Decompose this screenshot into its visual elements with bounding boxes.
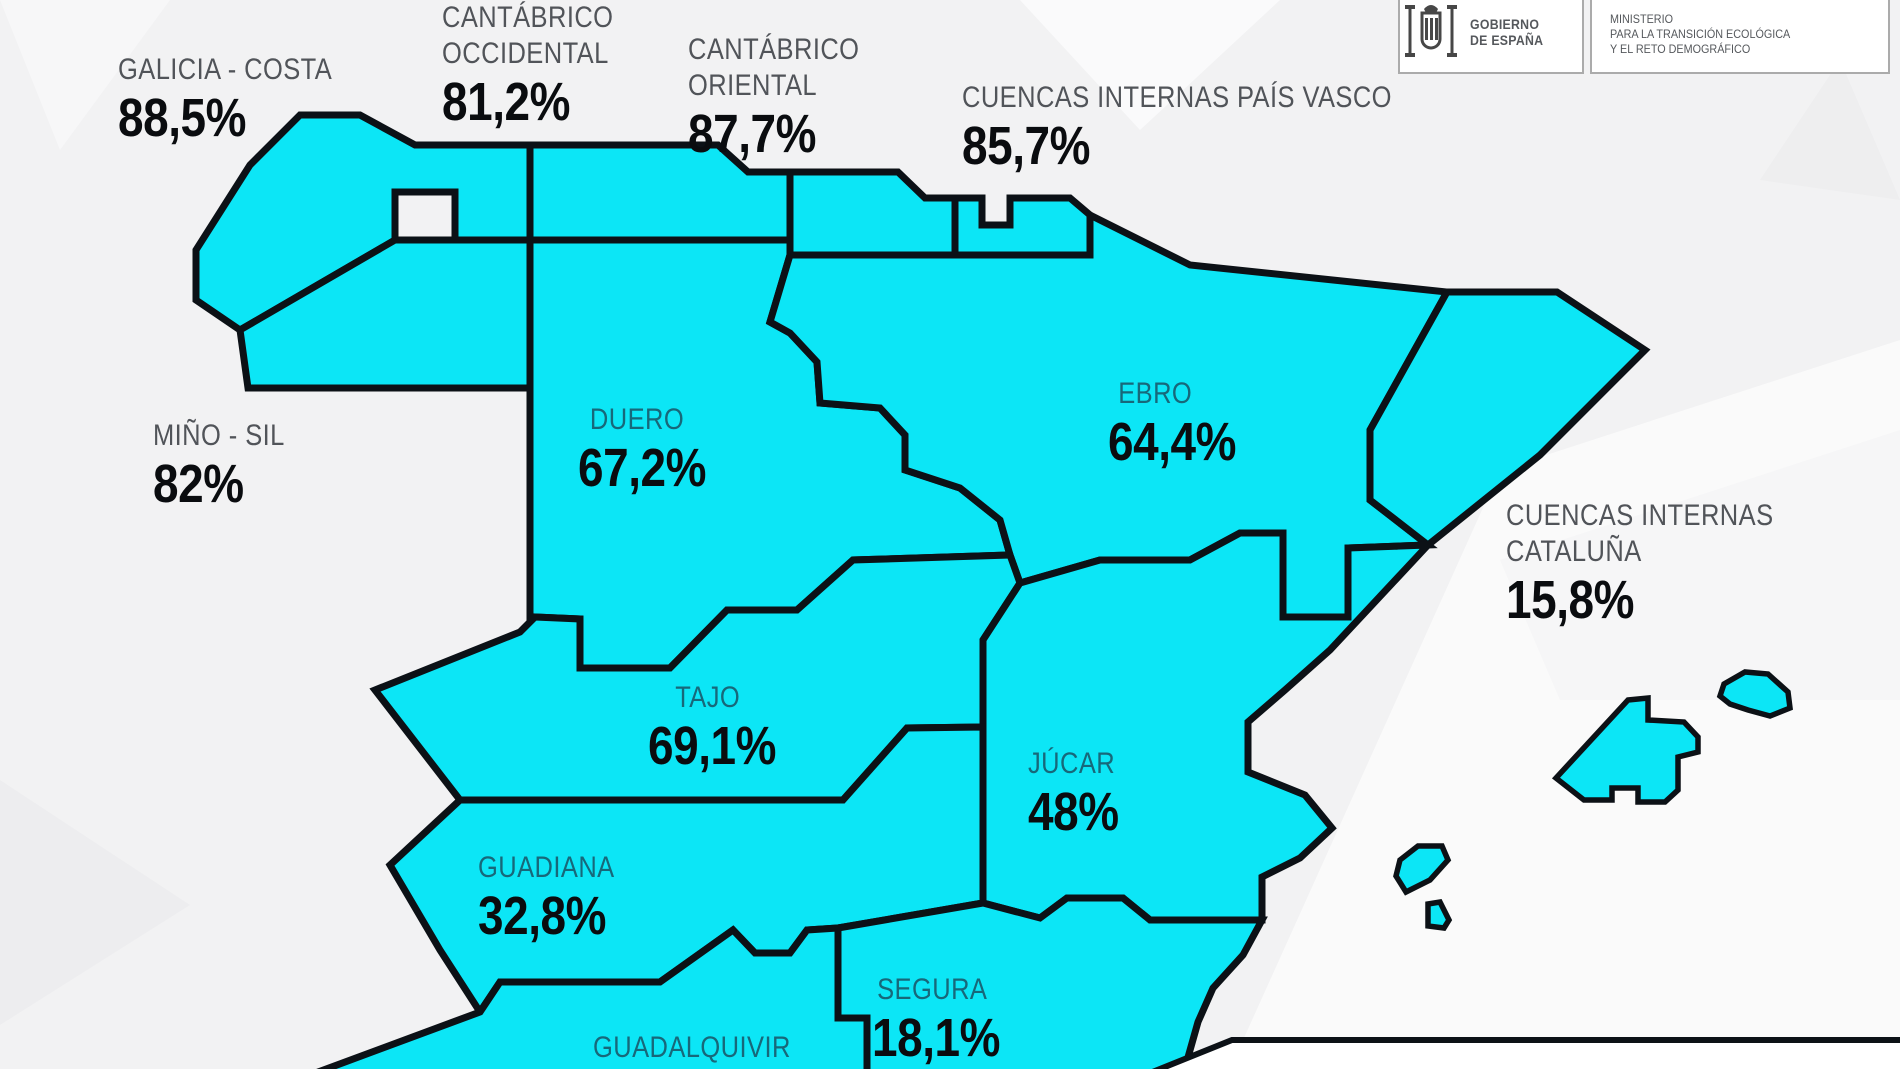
region-name: GUADALQUIVIR [593,1031,791,1064]
region-shape-cataluna [1366,288,1651,550]
ministry-logo-box: TERCERA DEL GOBIERNO MINISTERIO PARA LA … [1590,0,1890,74]
region-name: CANTÁBRICO [442,1,614,34]
spain-coat-of-arms-icon [1405,5,1457,57]
region-name: TAJO [675,681,741,714]
region-value: 64,4% [1108,412,1237,472]
ministry-name-line1: MINISTERIO [1610,12,1674,26]
region-value: 18,1% [872,1008,1001,1068]
ministry-name-line2: PARA LA TRANSICIÓN ECOLÓGICA [1610,27,1791,41]
label-segura: SEGURA 18,1% [872,972,1000,1066]
legend-box [1151,1037,1900,1069]
region-shape-galicia-costa [192,111,534,335]
island-ibiza [1393,843,1452,896]
region-name: SEGURA [877,973,988,1006]
label-galicia-costa: GALICIA - COSTA 88,5% [118,52,332,146]
label-jucar: JÚCAR 48% [1028,746,1119,840]
region-name: CUENCAS INTERNAS [1506,499,1774,532]
ministry-name-line3: Y EL RETO DEMOGRÁFICO [1610,42,1751,56]
region-shape-cantabrico-oriental [786,168,959,259]
region-value: 81,2% [442,72,571,132]
label-ebro: EBRO 64,4% [1108,376,1236,470]
label-guadiana: GUADIANA 32,8% [478,850,615,944]
region-value: 85,7% [962,116,1091,176]
region-name: GUADIANA [478,851,615,884]
label-guadalquivir: GUADALQUIVIR [593,1030,791,1066]
region-shape-guadalquivir [316,924,871,1069]
region-name: OCCIDENTAL [442,37,609,70]
basin-regions [192,111,1651,1069]
region-name: CANTÁBRICO [688,33,860,66]
region-value: 87,7% [688,104,817,164]
label-mino-sil: MIÑO - SIL 82% [153,418,285,512]
balearic-islands [1393,669,1793,931]
island-mallorca [1551,694,1701,805]
label-cantabrico-oriental: CANTÁBRICO ORIENTAL 87,7% [688,32,859,162]
region-name: ORIENTAL [688,69,818,102]
island-formentera [1425,898,1453,931]
region-value: 15,8% [1506,570,1635,630]
label-duero: DUERO 67,2% [578,402,706,496]
label-cuencas-internas-cataluna: CUENCAS INTERNAS CATALUÑA 15,8% [1506,498,1774,628]
region-name: CUENCAS INTERNAS PAÍS VASCO [962,81,1392,114]
region-name: JÚCAR [1028,747,1116,780]
gobierno-text-line2: DE ESPAÑA [1470,32,1544,48]
gobierno-text-line1: GOBIERNO [1470,16,1540,32]
island-menorca [1716,669,1793,719]
region-name: EBRO [1118,377,1193,410]
region-name: MIÑO - SIL [153,419,285,452]
region-name: GALICIA - COSTA [118,53,333,86]
region-value: 48% [1028,782,1119,842]
region-name: DUERO [589,403,685,436]
region-value: 88,5% [118,88,247,148]
region-name: CATALUÑA [1506,535,1642,568]
region-value: 32,8% [478,886,607,946]
region-value: 67,2% [578,438,707,498]
label-cuencas-internas-pais-vasco: CUENCAS INTERNAS PAÍS VASCO 85,7% [962,80,1392,174]
label-tajo: TAJO 69,1% [648,680,776,774]
region-value: 82% [153,454,244,514]
region-shape-pais-vasco [951,194,1094,259]
region-value: 69,1% [648,716,777,776]
gobierno-de-espana-logo-box: GOBIERNO DE ESPAÑA [1398,0,1584,74]
label-cantabrico-occidental: CANTÁBRICO OCCIDENTAL 81,2% [442,0,613,130]
